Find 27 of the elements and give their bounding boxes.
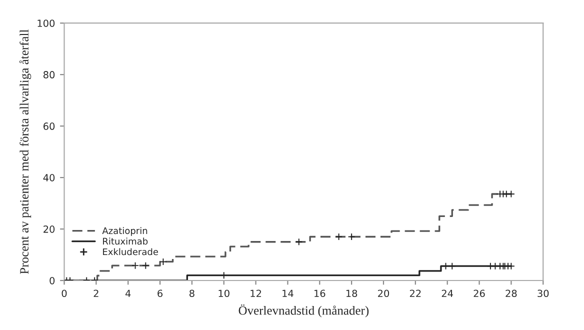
x-tick-label: 14 bbox=[282, 290, 294, 297]
y-tick-label: 0 bbox=[50, 276, 55, 284]
y-tick-label: 80 bbox=[44, 71, 55, 78]
y-tick-label: 100 bbox=[38, 20, 55, 27]
x-tick-label: 28 bbox=[506, 290, 517, 298]
legend-label: Azatioprin bbox=[102, 227, 148, 236]
x-tick-label: 30 bbox=[538, 290, 549, 298]
legend-label: Rituximab bbox=[103, 238, 148, 245]
x-tick-label: 4 bbox=[125, 290, 131, 297]
x-tick-label: 26 bbox=[474, 290, 485, 298]
x-tick-label: 2 bbox=[94, 290, 98, 297]
x-tick-label: 22 bbox=[410, 290, 421, 297]
x-tick-label: 6 bbox=[158, 290, 162, 298]
y-axis-title: Procent av patienter med första allvarliga återfall bbox=[19, 30, 32, 274]
y-tick-label: 20 bbox=[44, 226, 55, 233]
x-tick-label: 18 bbox=[346, 290, 358, 298]
x-tick-label: 16 bbox=[314, 290, 326, 298]
x-tick-label: 20 bbox=[378, 290, 390, 298]
x-tick-label: 0 bbox=[62, 290, 67, 298]
x-axis-title: Överlevnadstid (månader) bbox=[238, 304, 369, 318]
x-tick-label: 24 bbox=[442, 290, 453, 297]
y-tick-label: 40 bbox=[43, 174, 55, 182]
x-tick-label: 12 bbox=[250, 290, 262, 297]
x-tick-label: 10 bbox=[218, 290, 230, 298]
x-tick-label: 8 bbox=[190, 290, 194, 298]
y-tick-label: 60 bbox=[44, 122, 55, 130]
legend-label: Exkluderade bbox=[103, 248, 158, 256]
